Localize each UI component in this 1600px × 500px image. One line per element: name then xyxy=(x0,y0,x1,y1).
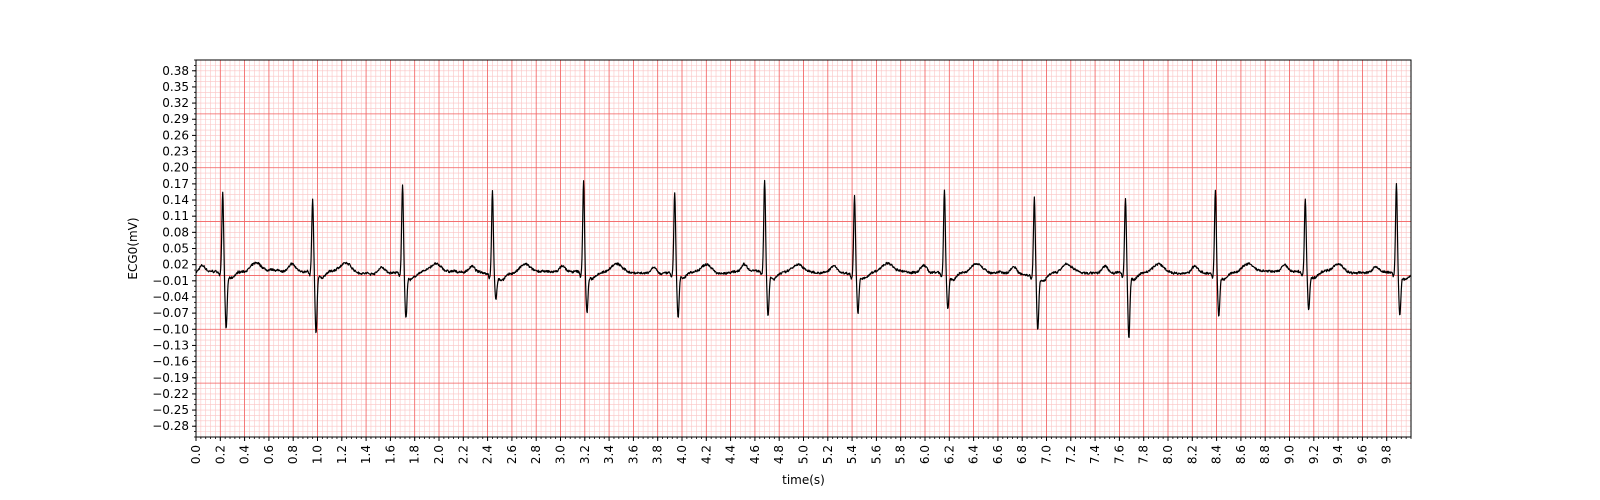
y-tick-label: 0.11 xyxy=(162,209,189,223)
x-tick-label: 1.4 xyxy=(359,445,373,464)
x-tick-label: 4.2 xyxy=(699,445,713,464)
y-tick-label: −0.01 xyxy=(152,274,189,288)
x-tick-label: 6.0 xyxy=(918,445,932,464)
x-tick-label: 2.4 xyxy=(481,445,495,464)
y-axis-label: ECG0(mV) xyxy=(126,217,140,279)
x-tick-label: 9.6 xyxy=(1355,445,1369,464)
y-tick-label: 0.05 xyxy=(162,242,189,256)
y-tick-label: −0.04 xyxy=(152,290,189,304)
x-tick-label: 1.0 xyxy=(311,445,325,464)
x-tick-label: 8.4 xyxy=(1210,445,1224,464)
x-tick-label: 3.4 xyxy=(602,445,616,464)
x-axis: 0.0 0.2 0.4 0.6 0.8 1.0 1.2 1.4 1.6 1.8 2.0 2.2 2.4 2… xyxy=(189,437,1411,464)
y-tick-label: 0.23 xyxy=(162,145,189,159)
x-tick-label: 6.2 xyxy=(942,445,956,464)
x-tick-label: 8.8 xyxy=(1258,445,1272,464)
x-tick-label: 3.2 xyxy=(578,445,592,464)
x-tick-label: 9.0 xyxy=(1283,445,1297,464)
x-tick-label: 0.6 xyxy=(262,445,276,464)
x-tick-label: 2.2 xyxy=(456,445,470,464)
x-tick-label: 0.8 xyxy=(286,445,300,464)
y-tick-label: −0.16 xyxy=(152,355,189,369)
x-tick-label: 4.0 xyxy=(675,445,689,464)
x-tick-label: 5.8 xyxy=(894,445,908,464)
y-tick-label: 0.02 xyxy=(162,258,189,272)
x-tick-label: 1.6 xyxy=(383,445,397,464)
x-tick-label: 2.8 xyxy=(529,445,543,464)
x-tick-label: 6.8 xyxy=(1015,445,1029,464)
x-tick-label: 1.8 xyxy=(408,445,422,464)
x-tick-label: 7.6 xyxy=(1112,445,1126,464)
x-tick-label: 1.2 xyxy=(335,445,349,464)
y-tick-label: 0.38 xyxy=(162,64,189,78)
y-tick-label: 0.08 xyxy=(162,225,189,239)
y-tick-label: 0.14 xyxy=(162,193,189,207)
x-tick-label: 5.4 xyxy=(845,445,859,464)
x-tick-label: 0.4 xyxy=(238,445,252,464)
y-tick-label: −0.10 xyxy=(152,322,189,336)
y-tick-label: −0.07 xyxy=(152,306,189,320)
x-tick-label: 2.6 xyxy=(505,445,519,464)
x-tick-label: 4.6 xyxy=(748,445,762,464)
x-tick-label: 9.2 xyxy=(1307,445,1321,464)
x-tick-label: 5.2 xyxy=(821,445,835,464)
x-tick-label: 3.8 xyxy=(651,445,665,464)
x-tick-label: 5.6 xyxy=(869,445,883,464)
y-tick-label: −0.13 xyxy=(152,338,189,352)
x-tick-label: 4.4 xyxy=(724,445,738,464)
y-tick-label: −0.22 xyxy=(152,387,189,401)
x-tick-label: 6.6 xyxy=(991,445,1005,464)
x-tick-label: 3.6 xyxy=(626,445,640,464)
x-tick-label: 0.0 xyxy=(189,445,203,464)
x-tick-label: 6.4 xyxy=(967,445,981,464)
y-tick-label: −0.19 xyxy=(152,371,189,385)
y-tick-label: 0.29 xyxy=(162,112,189,126)
y-tick-label: 0.26 xyxy=(162,128,189,142)
x-tick-label: 9.8 xyxy=(1380,445,1394,464)
y-tick-label: −0.28 xyxy=(152,419,189,433)
x-tick-label: 8.0 xyxy=(1161,445,1175,464)
y-tick-label: 0.20 xyxy=(162,161,189,175)
x-tick-label: 9.4 xyxy=(1331,445,1345,464)
y-tick-label: −0.25 xyxy=(152,403,189,417)
y-tick-label: 0.32 xyxy=(162,96,189,110)
x-tick-label: 4.8 xyxy=(772,445,786,464)
y-tick-label: 0.17 xyxy=(162,177,189,191)
x-tick-label: 7.4 xyxy=(1088,445,1102,464)
y-axis: 0.38 0.35 0.32 0.29 0.26 0.23 0.20 0.17 0.14 0.11… xyxy=(152,60,196,437)
x-tick-label: 8.6 xyxy=(1234,445,1248,464)
x-tick-label: 3.0 xyxy=(554,445,568,464)
x-tick-label: 7.0 xyxy=(1040,445,1054,464)
x-tick-label: 0.2 xyxy=(213,445,227,464)
x-tick-label: 8.2 xyxy=(1185,445,1199,464)
x-tick-label: 7.8 xyxy=(1137,445,1151,464)
x-axis-label: time(s) xyxy=(782,473,825,487)
y-tick-label: 0.35 xyxy=(162,80,189,94)
x-tick-label: 5.0 xyxy=(797,445,811,464)
x-tick-label: 2.0 xyxy=(432,445,446,464)
x-tick-label: 7.2 xyxy=(1064,445,1078,464)
